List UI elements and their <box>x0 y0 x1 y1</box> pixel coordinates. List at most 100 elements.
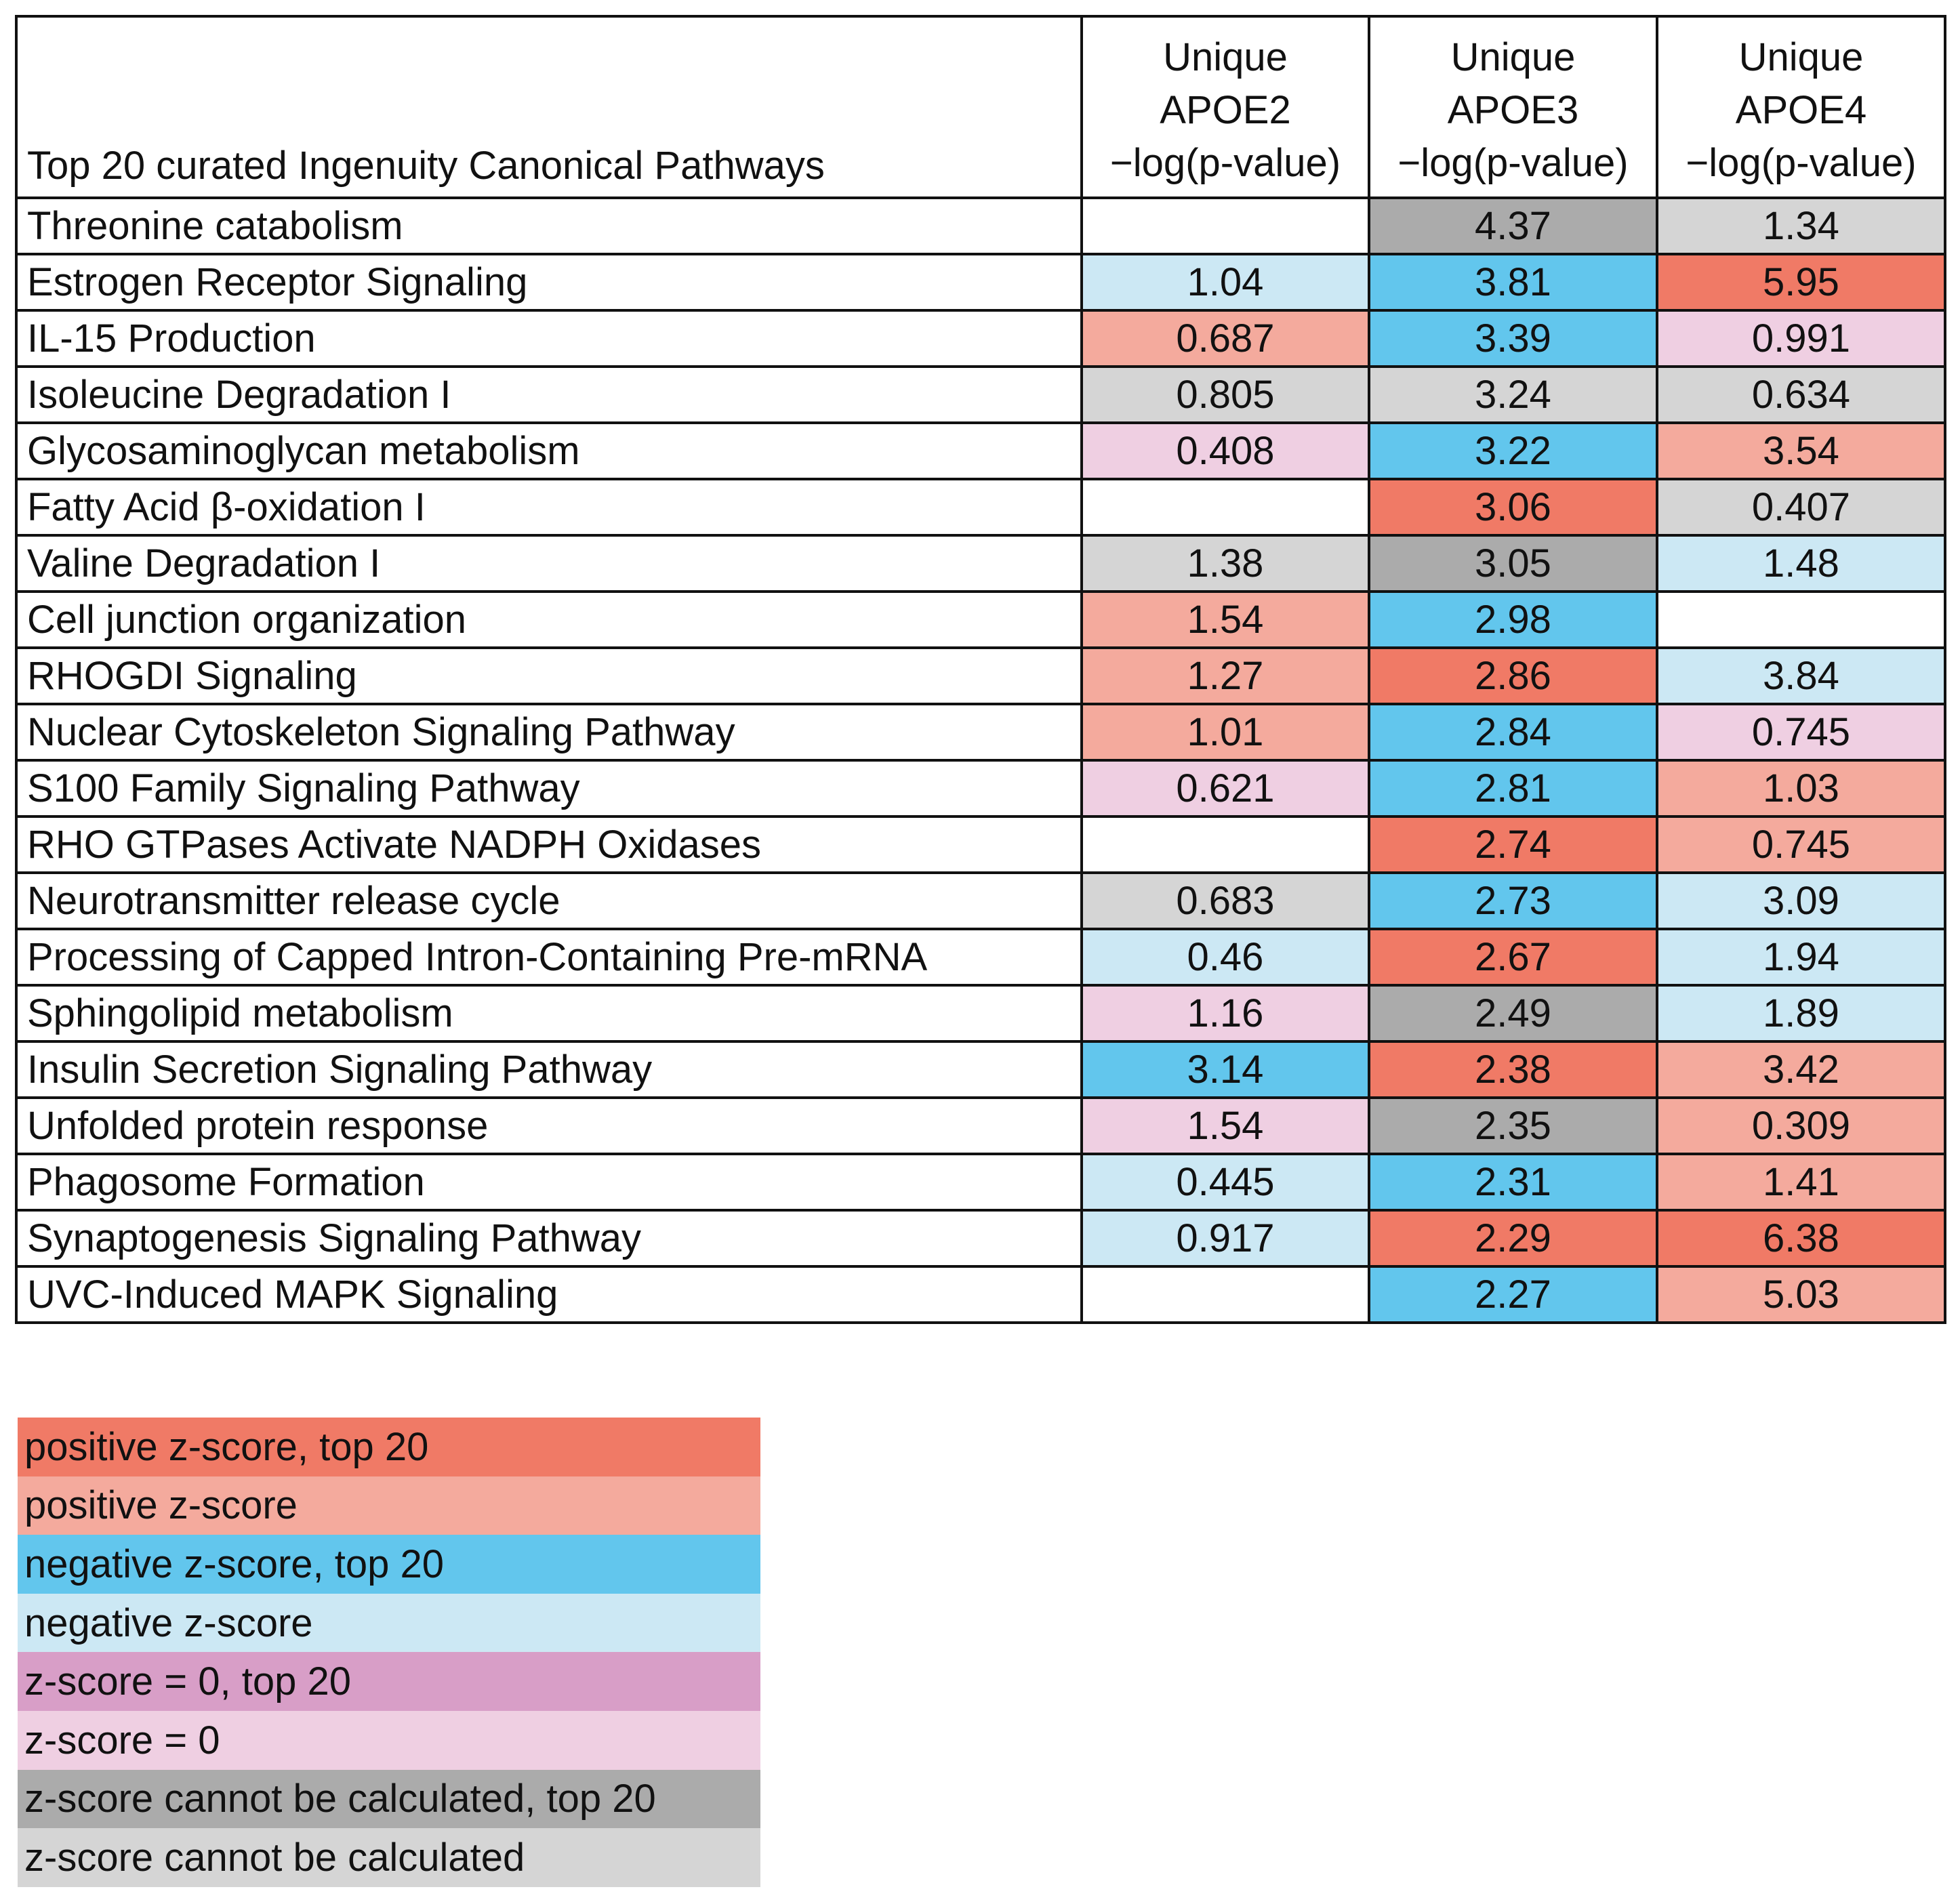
column-header-line: Unique <box>1738 35 1864 79</box>
table-row: Glycosaminoglycan metabolism 0.408 3.22 3.5… <box>15 421 1946 480</box>
value-cell-apoe4: 1.48 <box>1656 534 1946 593</box>
value-cell-apoe3: 2.38 <box>1368 1040 1658 1099</box>
table-row: Valine Degradation I 1.38 3.05 1.48 <box>15 534 1946 593</box>
value-cell-apoe2: 0.445 <box>1080 1153 1370 1212</box>
pathway-name: Processing of Capped Intron-Containing P… <box>15 928 1083 987</box>
column-header-line: Unique <box>1450 35 1576 79</box>
pathway-name: Unfolded protein response <box>15 1096 1083 1155</box>
pathway-table: Top 20 curated Ingenuity Canonical Pathw… <box>15 15 1946 1324</box>
value-cell-apoe4: 0.745 <box>1656 815 1946 874</box>
pathway-name: Cell junction organization <box>15 590 1083 649</box>
column-header-line: −log(p-value) <box>1397 141 1629 185</box>
value-cell-apoe4: 3.84 <box>1656 646 1946 705</box>
value-cell-apoe3: 3.06 <box>1368 478 1658 537</box>
column-header-line: −log(p-value) <box>1109 141 1341 185</box>
value-cell-apoe3: 2.29 <box>1368 1209 1658 1268</box>
legend-item: positive z-score <box>18 1476 760 1535</box>
value-cell-apoe2: 1.38 <box>1080 534 1370 593</box>
pathway-name: Nuclear Cytoskeleton Signaling Pathway <box>15 703 1083 762</box>
value-cell-apoe4: 1.34 <box>1656 197 1946 255</box>
value-cell-apoe2: 0.621 <box>1080 759 1370 818</box>
table-row: Estrogen Receptor Signaling 1.04 3.81 5.95 <box>15 253 1946 312</box>
table-row: RHO GTPases Activate NADPH Oxidases 2.74 0… <box>15 815 1946 874</box>
column-header-line: −log(p-value) <box>1686 141 1917 185</box>
column-header-apoe3: Unique APOE3 −log(p-value) <box>1368 15 1658 199</box>
table-row: Unfolded protein response 1.54 2.35 0.309 <box>15 1096 1946 1155</box>
legend-item: z-score = 0, top 20 <box>18 1652 760 1711</box>
value-cell-apoe2: 0.687 <box>1080 309 1370 368</box>
table-row: Isoleucine Degradation I 0.805 3.24 0.634 <box>15 365 1946 424</box>
value-cell-apoe4: 5.03 <box>1656 1265 1946 1324</box>
value-cell-apoe4: 1.41 <box>1656 1153 1946 1212</box>
value-cell-apoe2: 0.46 <box>1080 928 1370 987</box>
legend-item: z-score = 0 <box>18 1710 760 1770</box>
table-row: Cell junction organization 1.54 2.98 <box>15 590 1946 649</box>
column-header-apoe4: Unique APOE4 −log(p-value) <box>1656 15 1946 199</box>
value-cell-apoe2: 1.04 <box>1080 253 1370 312</box>
pathway-name: S100 Family Signaling Pathway <box>15 759 1083 818</box>
pathway-name: Fatty Acid β-oxidation I <box>15 478 1083 537</box>
value-cell-apoe4: 3.54 <box>1656 421 1946 480</box>
value-cell-apoe4: 0.634 <box>1656 365 1946 424</box>
value-cell-apoe2: 1.27 <box>1080 646 1370 705</box>
value-cell-apoe3: 2.27 <box>1368 1265 1658 1324</box>
value-cell-apoe2: 0.408 <box>1080 421 1370 480</box>
value-cell-apoe2: 1.16 <box>1080 984 1370 1043</box>
pathway-name: RHO GTPases Activate NADPH Oxidases <box>15 815 1083 874</box>
value-cell-apoe3: 3.24 <box>1368 365 1658 424</box>
value-cell-apoe3: 3.05 <box>1368 534 1658 593</box>
value-cell-apoe2: 3.14 <box>1080 1040 1370 1099</box>
pathway-name: Insulin Secretion Signaling Pathway <box>15 1040 1083 1099</box>
value-cell-apoe4: 1.03 <box>1656 759 1946 818</box>
legend-item: negative z-score <box>18 1593 760 1653</box>
pathway-name: Threonine catabolism <box>15 197 1083 255</box>
value-cell-apoe3: 2.84 <box>1368 703 1658 762</box>
value-cell-apoe4: 5.95 <box>1656 253 1946 312</box>
table-row: Phagosome Formation 0.445 2.31 1.41 <box>15 1153 1946 1212</box>
value-cell-apoe4 <box>1656 590 1946 649</box>
table-row: RHOGDI Signaling 1.27 2.86 3.84 <box>15 646 1946 705</box>
legend-item: negative z-score, top 20 <box>18 1535 760 1594</box>
color-legend: positive z-score, top 20 positive z-score… <box>18 1418 760 1887</box>
pathway-name: Isoleucine Degradation I <box>15 365 1083 424</box>
value-cell-apoe2 <box>1080 478 1370 537</box>
pathway-name: UVC-Induced MAPK Signaling <box>15 1265 1083 1324</box>
value-cell-apoe3: 2.81 <box>1368 759 1658 818</box>
pathway-name: Synaptogenesis Signaling Pathway <box>15 1209 1083 1268</box>
pathway-name: Phagosome Formation <box>15 1153 1083 1212</box>
value-cell-apoe2 <box>1080 815 1370 874</box>
value-cell-apoe3: 3.39 <box>1368 309 1658 368</box>
value-cell-apoe4: 0.745 <box>1656 703 1946 762</box>
table-row: Neurotransmitter release cycle 0.683 2.73 3… <box>15 871 1946 930</box>
pathway-name: Estrogen Receptor Signaling <box>15 253 1083 312</box>
column-header-line: APOE4 <box>1735 88 1867 132</box>
column-header-apoe2: Unique APOE2 −log(p-value) <box>1080 15 1370 199</box>
value-cell-apoe4: 1.94 <box>1656 928 1946 987</box>
table-row: Insulin Secretion Signaling Pathway 3.14 2… <box>15 1040 1946 1099</box>
column-header-line: APOE3 <box>1447 88 1579 132</box>
table-row: UVC-Induced MAPK Signaling 2.27 5.03 <box>15 1265 1946 1324</box>
value-cell-apoe2: 0.683 <box>1080 871 1370 930</box>
table-row: S100 Family Signaling Pathway 0.621 2.81 1.… <box>15 759 1946 818</box>
legend-item: positive z-score, top 20 <box>18 1418 760 1476</box>
value-cell-apoe3: 2.35 <box>1368 1096 1658 1155</box>
value-cell-apoe4: 3.09 <box>1656 871 1946 930</box>
table-row: IL-15 Production 0.687 3.39 0.991 <box>15 309 1946 368</box>
value-cell-apoe2: 1.01 <box>1080 703 1370 762</box>
value-cell-apoe2 <box>1080 197 1370 255</box>
value-cell-apoe2: 1.54 <box>1080 590 1370 649</box>
value-cell-apoe3: 2.73 <box>1368 871 1658 930</box>
value-cell-apoe2: 1.54 <box>1080 1096 1370 1155</box>
value-cell-apoe3: 3.81 <box>1368 253 1658 312</box>
table-row: Processing of Capped Intron-Containing P… <box>15 928 1946 987</box>
value-cell-apoe3: 2.67 <box>1368 928 1658 987</box>
value-cell-apoe3: 2.49 <box>1368 984 1658 1043</box>
legend-item: z-score cannot be calculated, top 20 <box>18 1769 760 1829</box>
value-cell-apoe2: 0.917 <box>1080 1209 1370 1268</box>
table-row: Nuclear Cytoskeleton Signaling Pathway 1.… <box>15 703 1946 762</box>
value-cell-apoe3: 4.37 <box>1368 197 1658 255</box>
value-cell-apoe3: 2.86 <box>1368 646 1658 705</box>
pathway-name: Valine Degradation I <box>15 534 1083 593</box>
value-cell-apoe3: 3.22 <box>1368 421 1658 480</box>
value-cell-apoe3: 2.74 <box>1368 815 1658 874</box>
